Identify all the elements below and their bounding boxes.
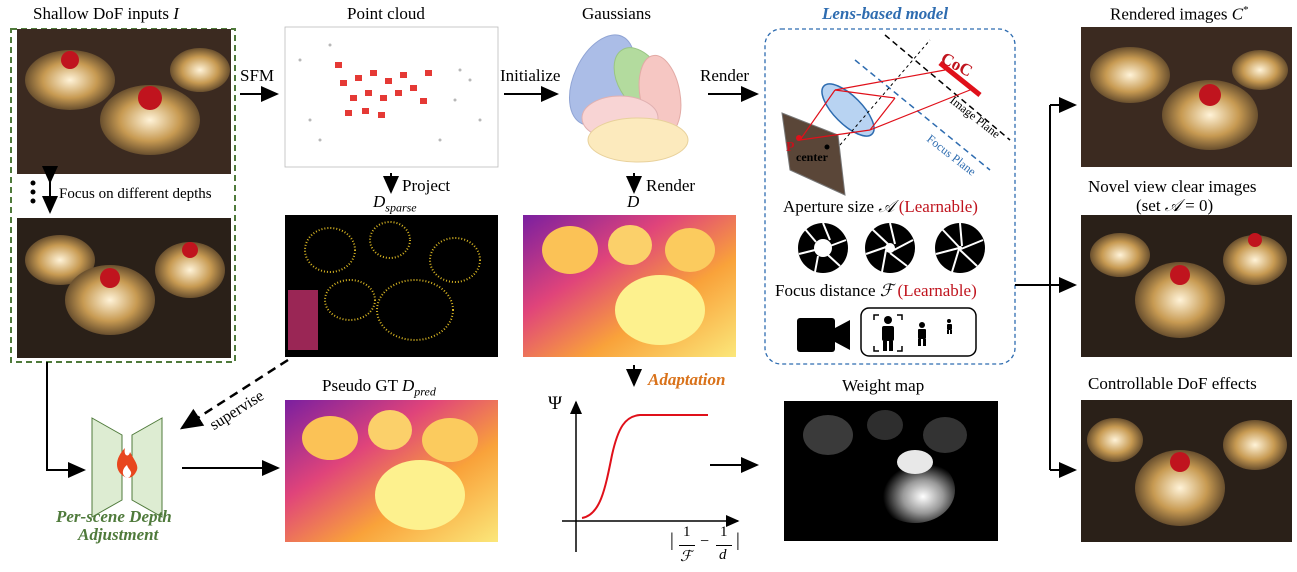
novel-view-image [1081, 215, 1292, 357]
formula-den-a: ℱ [680, 549, 692, 565]
point-cloud-image [284, 26, 499, 168]
gaussians-image [569, 34, 689, 163]
rendered-title: Rendered images C* [1110, 4, 1249, 24]
initialize-label: Initialize [500, 66, 561, 85]
controllable-dof-image [1081, 400, 1292, 542]
person-large-icon [873, 314, 903, 352]
render-label-depth: Render [646, 176, 696, 195]
formula-minus: − [700, 533, 710, 550]
depth-adjust-line1: Per-scene Depth [56, 507, 172, 526]
center-label: center [796, 150, 828, 164]
d-label: D [627, 192, 640, 211]
adaptation-label: Adaptation [648, 370, 726, 389]
depth-adjustment-icon [91, 417, 163, 518]
d-sparse-label: Dsparse [373, 192, 417, 215]
formula-one-a: 1 [683, 524, 691, 540]
lens-model-title: Lens-based model [822, 4, 949, 23]
psi-label: Ψ [548, 393, 563, 414]
formula-one-b: 1 [720, 524, 728, 540]
render-label-top: Render [700, 66, 750, 85]
set-aperture-label: (set 𝒜 = 0) [1136, 196, 1214, 215]
input-image-bottom [17, 218, 231, 358]
rendered-depth-image [523, 215, 736, 357]
sfm-label: SFM [240, 66, 275, 85]
formula-fraction-bar-a [679, 545, 695, 546]
lens-schematic [781, 34, 1011, 196]
p-label: P [786, 140, 795, 155]
input-image-top [17, 29, 231, 174]
project-label: Project [402, 176, 451, 195]
formula-den-b: d [719, 547, 727, 563]
formula-bar-right: | [736, 530, 740, 551]
formula-bar-left: | [670, 530, 674, 551]
controllable-title: Controllable DoF effects [1088, 374, 1257, 393]
pseudo-gt-image [285, 400, 498, 542]
inputs-title: Shallow DoF inputs I [33, 4, 179, 23]
formula-fraction-bar-b [716, 545, 732, 546]
camera-icon [797, 318, 850, 352]
depth-adjust-line2: Adjustment [78, 525, 159, 544]
pseudo-gt-title: Pseudo GT Dpred [322, 376, 436, 399]
lens-model-frame [764, 28, 1016, 365]
novel-view-title: Novel view clear images [1088, 177, 1257, 196]
person-small-icon [947, 319, 952, 334]
focus-depths-label: Focus on different depths [59, 186, 212, 202]
weight-map-title: Weight map [842, 376, 925, 395]
gaussians-title: Gaussians [582, 4, 651, 23]
adaptation-curve-plot [562, 400, 740, 552]
rendered-image [1081, 27, 1292, 167]
point-cloud-title: Point cloud [347, 4, 425, 23]
person-medium-icon [918, 322, 926, 346]
focus-distance-label: Focus distance ℱ (Learnable) [775, 281, 977, 300]
weight-map-image [784, 401, 998, 541]
aperture-size-label: Aperture size 𝒜 (Learnable) [783, 197, 978, 216]
sparse-depth-image [285, 215, 498, 357]
aperture-icons [798, 222, 985, 273]
